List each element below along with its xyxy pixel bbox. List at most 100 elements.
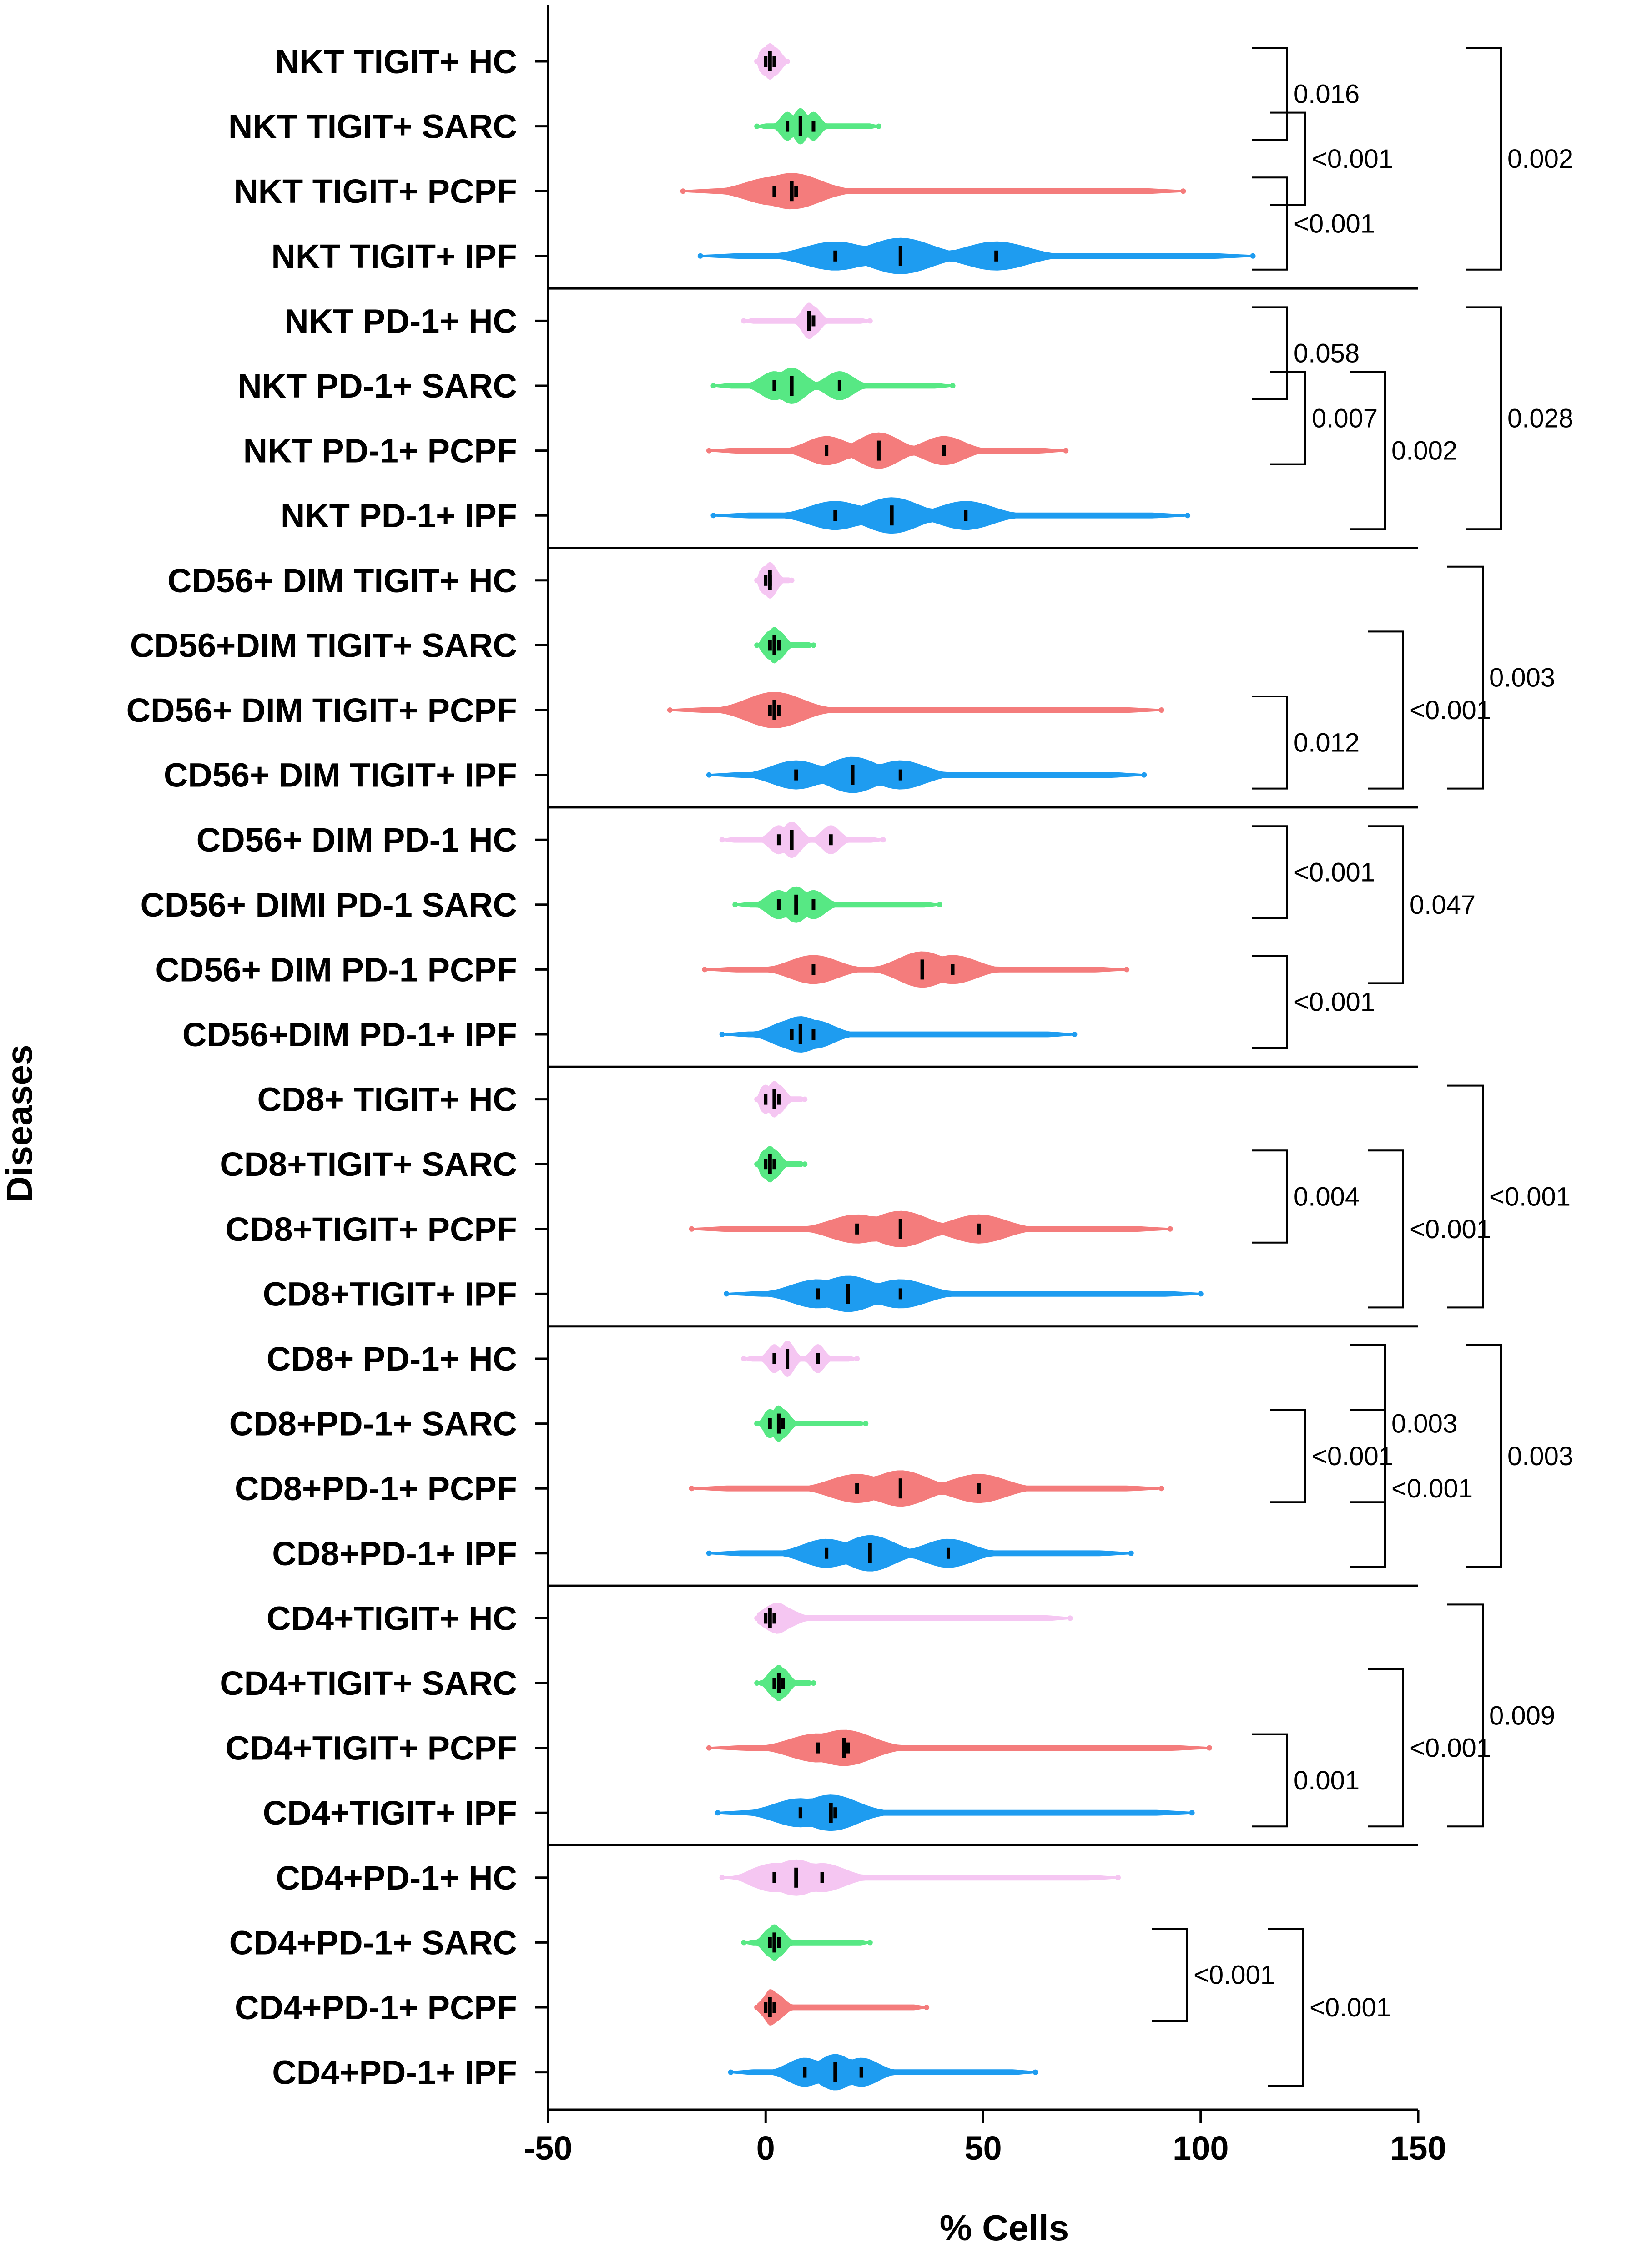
median-mark (798, 1024, 802, 1044)
median-mark (807, 311, 811, 331)
category-label: CD4+PD-1+ IPF (272, 2054, 517, 2092)
violin-end-cap (937, 902, 942, 907)
quartile-mark (786, 121, 790, 132)
category-label: CD56+ DIM TIGIT+ PCPF (126, 691, 517, 729)
p-value-label: 0.003 (1489, 663, 1555, 693)
category-label: CD4+TIGIT+ HC (267, 1599, 517, 1637)
violin-end-cap (1032, 2069, 1038, 2075)
violin-end-cap (1115, 1875, 1121, 1880)
p-value-label: 0.001 (1294, 1766, 1360, 1795)
violin-pcpf (691, 1210, 1170, 1247)
violin-end-cap (728, 2069, 734, 2075)
significance-bracket (1252, 825, 1288, 919)
violin-end-cap (880, 837, 886, 843)
median-mark (794, 1867, 798, 1888)
quartile-mark (764, 2002, 768, 2013)
quartile-mark (964, 510, 968, 521)
violin-hc (744, 1341, 857, 1377)
violin-end-cap (1141, 772, 1147, 778)
significance-bracket (1466, 306, 1502, 530)
violin-sarc (757, 108, 879, 145)
quartile-mark (776, 899, 781, 910)
median-mark (768, 1997, 772, 2017)
violin-end-cap (702, 967, 708, 973)
significance-bracket (1447, 565, 1484, 790)
median-mark (846, 1284, 850, 1304)
significance-bracket (1368, 825, 1404, 984)
violin-end-cap (706, 1550, 712, 1556)
quartile-dots-layer (764, 51, 998, 2082)
violin-hc (757, 43, 788, 80)
quartile-mark (772, 1353, 776, 1364)
quartile-mark (816, 1742, 820, 1754)
significance-bracket (1252, 306, 1288, 400)
category-label: CD56+ DIM PD-1 HC (196, 821, 517, 859)
quartile-mark (764, 1159, 768, 1170)
category-label: CD4+TIGIT+ IPF (263, 1794, 517, 1832)
median-mark (876, 440, 881, 461)
median-mark (851, 765, 855, 785)
violin-end-cap (1198, 1291, 1204, 1297)
violin-end-cap (689, 1226, 695, 1232)
quartile-mark (837, 380, 841, 391)
median-mark (790, 376, 794, 396)
median-mark (790, 181, 794, 202)
significance-bracket (1466, 1344, 1502, 1568)
category-label: NKT PD-1+ SARC (237, 367, 517, 405)
p-value-label: 0.002 (1507, 144, 1573, 174)
quartile-mark (898, 1288, 902, 1300)
significance-bracket (1268, 1928, 1304, 2087)
quartile-mark (825, 445, 829, 456)
p-value-label: <0.001 (1312, 144, 1393, 174)
significance-bracket (1466, 47, 1502, 271)
violin-end-cap (867, 318, 873, 324)
violin-end-cap (876, 123, 881, 129)
violin-end-cap (741, 1940, 747, 1946)
violin-sarc (744, 1924, 870, 1961)
quartile-mark (846, 1742, 850, 1754)
violin-end-cap (950, 383, 956, 388)
quartile-mark (803, 2067, 807, 2078)
significance-bracket (1152, 1928, 1188, 2022)
quartile-mark (768, 575, 772, 586)
p-value-label: <0.001 (1410, 696, 1491, 725)
violin-ipf (709, 756, 1144, 793)
violin-end-cap (802, 1096, 808, 1102)
violin-end-cap (1250, 253, 1256, 259)
quartile-mark (816, 1353, 820, 1364)
median-mark (920, 959, 924, 980)
quartile-mark (829, 834, 833, 846)
p-value-label: <0.001 (1194, 1961, 1275, 1990)
violin-end-cap (741, 318, 747, 324)
significance-bracket (1368, 1149, 1404, 1309)
median-mark (772, 635, 776, 655)
quartile-mark (776, 834, 781, 846)
category-label: CD56+DIM PD-1+ IPF (182, 1016, 517, 1053)
quartile-mark (764, 575, 768, 586)
median-mark (833, 2062, 837, 2082)
significance-bracket (1447, 1603, 1484, 1828)
p-value-label: <0.001 (1410, 1734, 1491, 1763)
median-mark (794, 894, 798, 915)
quartile-mark (811, 315, 816, 327)
violin-sarc (713, 368, 953, 404)
quartile-mark (833, 1807, 837, 1819)
significance-bracket (1350, 1409, 1386, 1568)
violin-end-cap (754, 1615, 760, 1621)
quartile-mark (859, 2067, 863, 2078)
p-value-label: 0.028 (1507, 403, 1573, 433)
median-mark (842, 1738, 846, 1758)
p-value-label: 0.047 (1410, 890, 1476, 920)
x-tick-label: 0 (756, 2129, 775, 2167)
median-mark (768, 1608, 772, 1628)
category-label: NKT TIGIT+ IPF (271, 237, 517, 275)
quartile-mark (772, 186, 776, 197)
violin-end-cap (1067, 1615, 1073, 1621)
median-mark (898, 1478, 902, 1499)
significance-bracket (1447, 1084, 1484, 1309)
category-label: NKT TIGIT+ HC (275, 43, 517, 81)
quartile-mark (946, 1547, 950, 1559)
violin-end-cap (1167, 1226, 1173, 1232)
median-mark (798, 116, 802, 136)
